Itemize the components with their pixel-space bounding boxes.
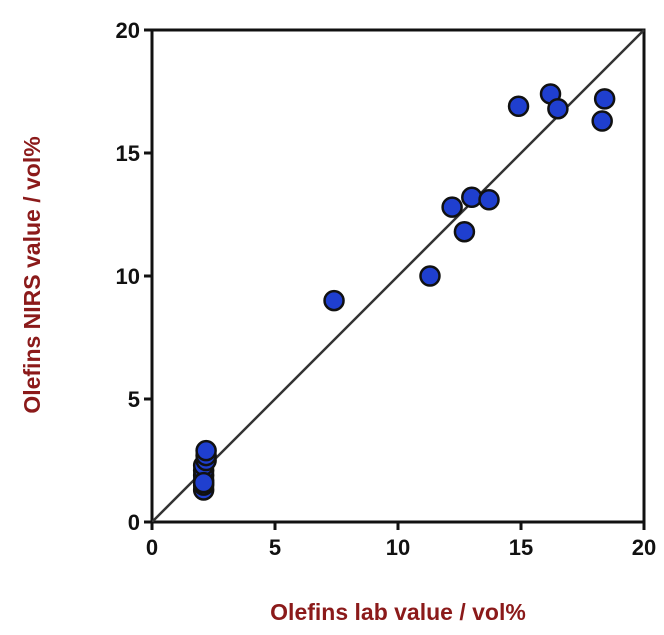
data-point (478, 188, 500, 211)
data-point (195, 439, 217, 462)
y-axis-ticks: 0 5 10 15 20 (116, 18, 152, 535)
x-tick-label: 10 (386, 535, 410, 560)
data-point (192, 471, 215, 494)
y-tick-label: 0 (128, 510, 140, 535)
x-tick-label: 5 (269, 535, 281, 560)
y-tick-label: 15 (116, 141, 140, 166)
x-axis-title: Olefins lab value / vol% (270, 599, 526, 625)
data-point (593, 88, 616, 110)
y-tick-label: 20 (116, 18, 140, 43)
y-axis-title: Olefins NIRS value / vol% (19, 136, 45, 413)
data-points (192, 83, 616, 501)
x-tick-label: 20 (632, 535, 656, 560)
data-point (323, 289, 345, 312)
data-point (419, 265, 441, 287)
data-point (453, 220, 476, 243)
data-point (461, 186, 483, 209)
x-axis-ticks: 0 5 10 15 20 (146, 522, 656, 560)
data-point (547, 97, 569, 120)
y-tick-label: 10 (116, 264, 140, 289)
data-point (507, 95, 530, 118)
x-tick-label: 0 (146, 535, 158, 560)
data-point (591, 110, 613, 132)
data-point (441, 196, 463, 218)
identity-line (151, 29, 645, 523)
y-tick-label: 5 (128, 387, 140, 412)
x-tick-label: 15 (509, 535, 533, 560)
